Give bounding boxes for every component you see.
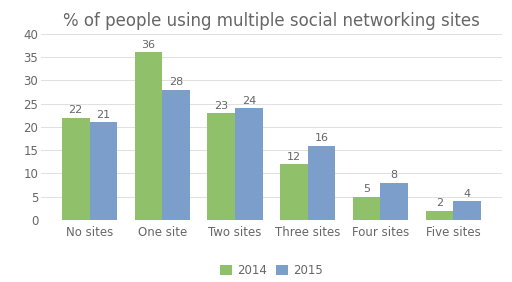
Text: 16: 16 xyxy=(314,133,329,143)
Text: 2: 2 xyxy=(436,198,443,208)
Bar xyxy=(90,122,117,220)
Text: 21: 21 xyxy=(96,110,111,120)
Bar xyxy=(425,211,453,220)
Bar xyxy=(62,118,90,220)
Text: 36: 36 xyxy=(141,40,156,50)
Bar xyxy=(308,146,335,220)
Text: 24: 24 xyxy=(242,96,256,106)
Bar xyxy=(280,164,308,220)
Bar xyxy=(162,90,190,220)
Bar xyxy=(353,197,380,220)
Bar xyxy=(235,108,263,220)
Text: 12: 12 xyxy=(287,152,301,162)
Bar xyxy=(380,183,408,220)
Text: 8: 8 xyxy=(391,170,398,180)
Text: 4: 4 xyxy=(463,189,471,199)
Title: % of people using multiple social networking sites: % of people using multiple social networ… xyxy=(63,12,480,30)
Text: 5: 5 xyxy=(363,184,370,194)
Text: 23: 23 xyxy=(214,101,228,111)
Legend: 2014, 2015: 2014, 2015 xyxy=(216,259,327,282)
Text: 28: 28 xyxy=(169,77,183,87)
Bar xyxy=(207,113,235,220)
Bar xyxy=(135,52,162,220)
Text: 22: 22 xyxy=(69,105,83,115)
Bar xyxy=(453,201,481,220)
